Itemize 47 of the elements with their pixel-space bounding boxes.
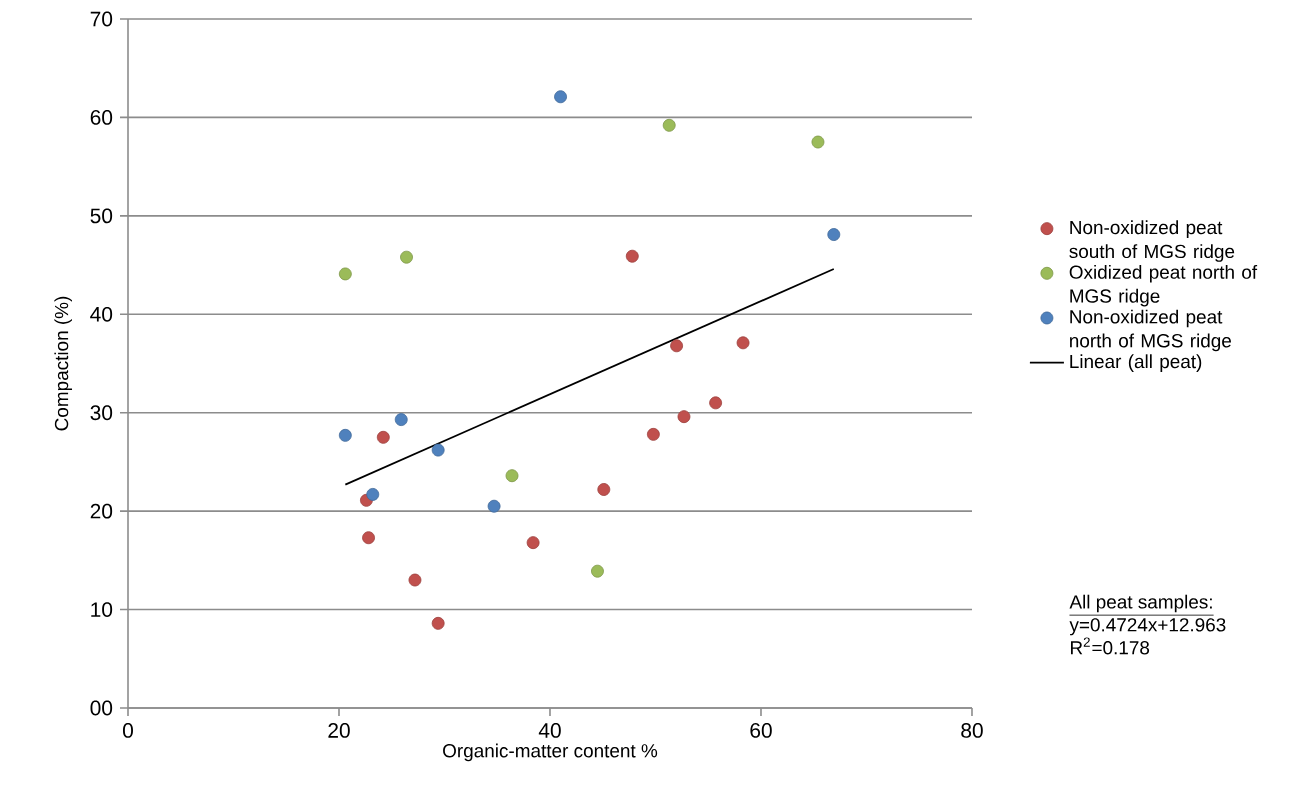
point <box>670 339 683 353</box>
x-tick-label: 0 <box>122 723 133 738</box>
point <box>662 118 676 132</box>
y-axis-title: Compaction (%) <box>54 296 73 431</box>
point <box>362 531 375 545</box>
legend-label: Linear (all peat) <box>1070 354 1202 372</box>
point <box>338 428 352 442</box>
y-tick-label: 20 <box>90 503 113 519</box>
point <box>505 469 519 483</box>
point <box>394 413 408 426</box>
y-tick-label: 30 <box>90 405 113 421</box>
y-tick-label: 50 <box>90 208 113 224</box>
legend-label: Non-oxidized peat north of MGS ridge <box>1070 309 1231 352</box>
point <box>366 488 380 501</box>
y-tick-label: 40 <box>90 306 113 322</box>
y-tick-label: 70 <box>90 11 113 27</box>
point <box>554 90 567 104</box>
point <box>646 427 660 441</box>
legend-label: Non-oxidized peat south of MGS ridge <box>1069 220 1235 262</box>
point <box>338 267 352 281</box>
point <box>597 483 611 496</box>
point <box>526 536 540 550</box>
y-tick-label: 00 <box>90 700 113 716</box>
point <box>625 249 639 263</box>
x-axis-title: Organic-matter content % <box>443 743 658 762</box>
y-tick-label: 60 <box>90 110 113 125</box>
point <box>431 616 445 630</box>
x-tick-label: 20 <box>328 723 350 738</box>
point <box>736 336 750 350</box>
point <box>376 430 390 444</box>
point <box>431 443 445 457</box>
point <box>591 564 604 578</box>
x-tick-label: 40 <box>538 723 561 738</box>
point <box>487 499 501 513</box>
legend-label: Oxidized peat north of MGS ridge <box>1069 264 1258 307</box>
text: All peat samples: <box>1069 594 1212 613</box>
point <box>408 573 422 587</box>
text: y=0.4724x+12.963 <box>1069 618 1226 636</box>
text: R$^{2}$=0.178 <box>1071 637 1150 655</box>
point <box>400 250 413 264</box>
x-tick-label: 80 <box>961 723 983 738</box>
point <box>811 135 825 149</box>
point <box>709 396 723 410</box>
point <box>827 228 841 241</box>
point <box>677 410 691 424</box>
x-tick-label: 60 <box>750 723 772 738</box>
y-tick-label: 10 <box>91 602 113 617</box>
